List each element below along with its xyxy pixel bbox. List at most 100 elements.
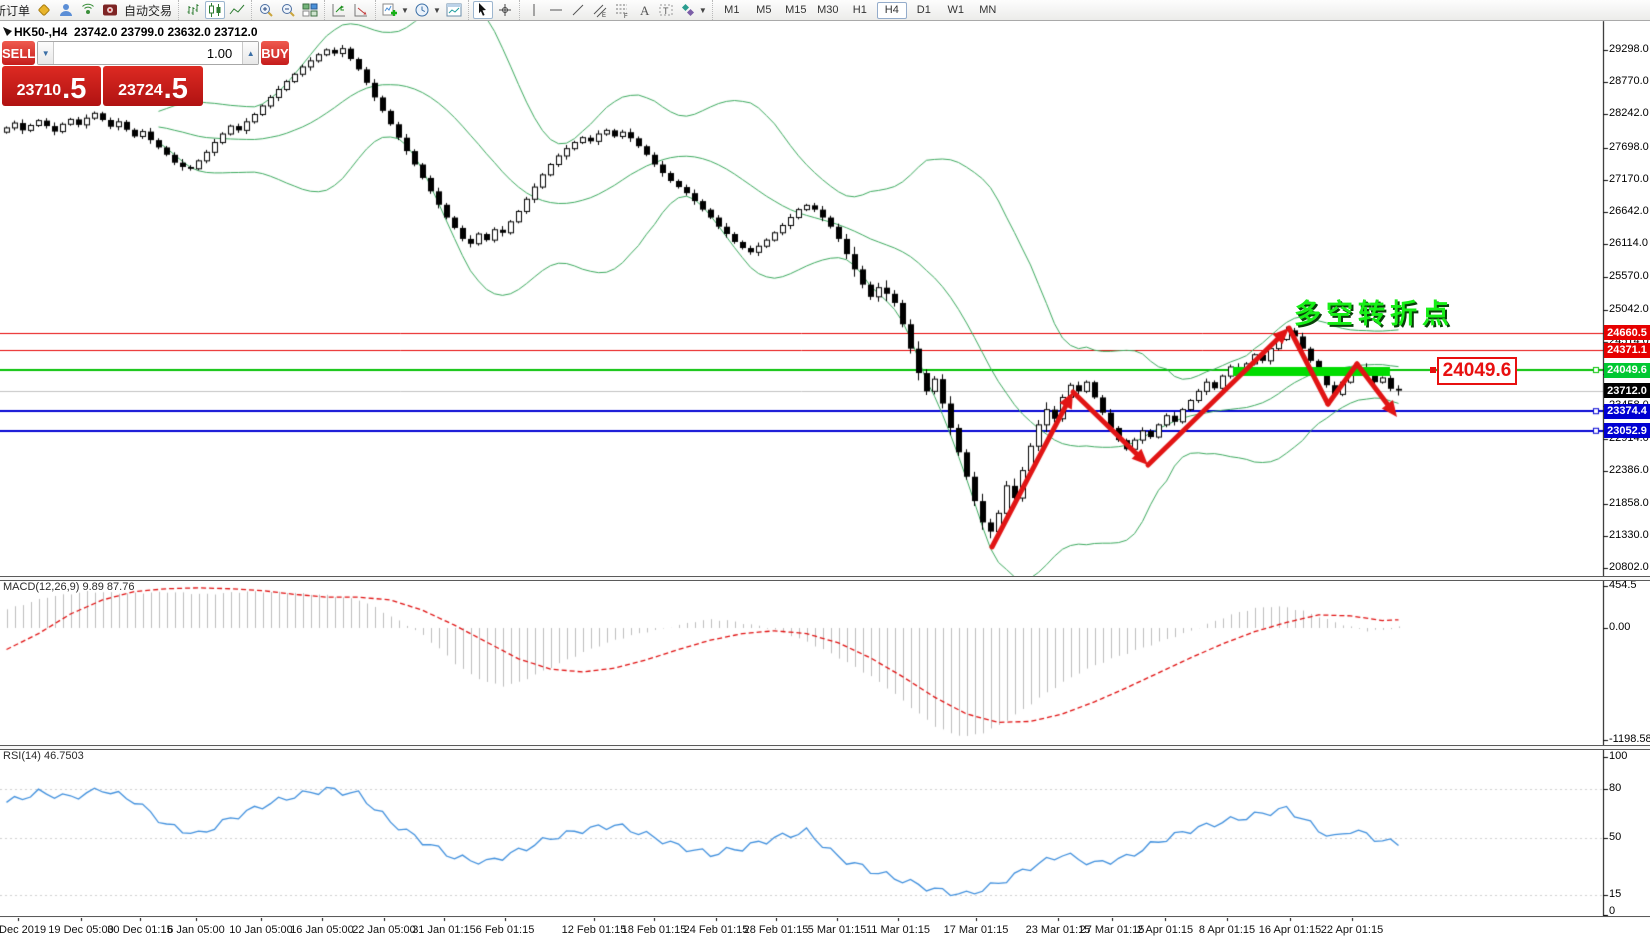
autotrading-button[interactable]: 自动交易 <box>124 3 173 18</box>
text-icon[interactable]: A <box>634 1 654 19</box>
x-axis-label: 24 Feb 01:15 <box>683 924 749 936</box>
profile-user-icon[interactable] <box>56 1 76 19</box>
buy-price-box[interactable]: 23724 .5 <box>103 66 203 106</box>
fibonacci-icon[interactable]: F <box>612 1 632 19</box>
tf-M30[interactable]: M30 <box>817 4 839 16</box>
tf-MN[interactable]: MN <box>979 4 997 16</box>
x-axis-label: 18 Feb 01:15 <box>621 924 687 936</box>
panel-separator <box>0 916 1650 918</box>
volume-decrease-button[interactable]: ▼ <box>38 42 55 64</box>
rsi-scale-label: 0 <box>1609 905 1616 917</box>
y-axis-label: 25042.0 <box>1609 302 1649 315</box>
y-axis-label: 26642.0 <box>1609 204 1649 217</box>
trendline-icon[interactable] <box>568 1 588 19</box>
horizontal-line-icon[interactable] <box>546 1 566 19</box>
tf-H4[interactable]: H4 <box>876 1 907 19</box>
chart-title: HK50-,H4 23742.0 23799.0 23632.0 23712.0 <box>14 25 258 39</box>
volume-increase-button[interactable]: ▲ <box>242 42 259 64</box>
x-axis-label: 27 Mar 01:15 <box>1079 924 1145 936</box>
y-axis-label: 20802.0 <box>1609 561 1649 574</box>
x-axis-label: 11 Mar 01:15 <box>865 924 931 936</box>
macd-scale-label: -1198.58 <box>1609 732 1650 745</box>
arrows-shapes-icon[interactable] <box>678 1 698 19</box>
cursor-icon[interactable] <box>472 1 493 19</box>
period-dropdown-icon[interactable]: ▼ <box>432 5 441 15</box>
y-axis-label: 26114.0 <box>1609 237 1648 250</box>
buy-price-main: 23724 <box>118 82 163 99</box>
volume-input[interactable] <box>54 42 243 64</box>
buy-price-frac: .5 <box>163 73 188 105</box>
tf-M1[interactable]: M1 <box>724 4 740 16</box>
line-chart-icon[interactable] <box>227 1 247 19</box>
annotation-text[interactable]: 多空转折点 <box>1294 299 1454 329</box>
sell-price-frac: .5 <box>62 73 87 105</box>
panel-separator[interactable] <box>0 576 1650 581</box>
x-axis-label: 6 Feb 01:15 <box>475 924 535 936</box>
y-axis-label: 28770.0 <box>1609 75 1649 88</box>
crosshair-icon[interactable] <box>495 1 515 19</box>
x-axis-label: 3 Dec 2019 <box>0 924 47 936</box>
candlestick-chart-icon[interactable] <box>205 1 226 19</box>
template-chart-icon[interactable] <box>444 1 464 19</box>
price-badge-24371.1: 24371.1 <box>1604 342 1650 358</box>
sell-price-box[interactable]: 23710 .5 <box>2 66 101 106</box>
rsi-scale-label: 80 <box>1609 782 1622 795</box>
x-axis-label: 2 Apr 01:15 <box>1136 924 1194 936</box>
y-axis-label: 22386.0 <box>1609 464 1649 477</box>
zoom-out-icon[interactable] <box>278 1 298 19</box>
shapes-dropdown-icon[interactable]: ▼ <box>698 5 707 15</box>
macd-scale-label: 0.00 <box>1609 621 1631 633</box>
y-axis-label: 29298.0 <box>1609 43 1649 55</box>
x-axis-label: 16 Apr 01:15 <box>1258 924 1322 936</box>
rsi-scale-label: 100 <box>1609 750 1628 762</box>
tf-M15[interactable]: M15 <box>785 4 807 16</box>
equidistant-channel-icon[interactable]: E <box>590 1 610 19</box>
one-click-trading-panel: SELL ▼ ▲ BUY 23710 .5 23724 .5 <box>2 41 289 106</box>
x-axis-label: 28 Feb 01:15 <box>743 924 809 936</box>
bar-chart-icon[interactable] <box>183 1 203 19</box>
tf-H1[interactable]: H1 <box>852 4 867 16</box>
tf-M5[interactable]: M5 <box>756 4 772 16</box>
buy-button[interactable]: BUY <box>261 41 289 65</box>
signal-broadcast-icon[interactable] <box>78 1 98 19</box>
price-callout-label[interactable]: 24049.6 <box>1437 357 1517 385</box>
vertical-line-icon[interactable] <box>524 1 544 19</box>
y-axis-label: 21330.0 <box>1609 528 1649 541</box>
tile-windows-icon[interactable] <box>300 1 320 19</box>
x-axis-label: 12 Feb 01:15 <box>561 924 627 936</box>
chart-shift-icon[interactable] <box>329 1 349 19</box>
sell-button[interactable]: SELL <box>2 41 36 65</box>
volume-stepper: ▼ ▲ <box>37 41 260 65</box>
rsi-label: RSI(14) 46.7503 <box>3 750 84 762</box>
x-axis-label: 10 Jan 05:00 <box>229 924 293 936</box>
x-axis-label: 22 Apr 01:15 <box>1320 924 1384 936</box>
x-axis-label: 22 Jan 05:00 <box>352 924 416 936</box>
panel-separator[interactable] <box>0 745 1650 750</box>
price-badge-23052.9: 23052.9 <box>1604 423 1650 439</box>
price-badge-23374.4: 23374.4 <box>1604 403 1650 419</box>
timeframe-group: M1 M5 M15 M30 H1 H4 D1 W1 MN <box>711 0 1007 20</box>
text-label-icon[interactable]: T <box>656 1 676 19</box>
new-chart-icon[interactable] <box>380 1 400 19</box>
macd-label: MACD(12,26,9) 9.89 87.76 <box>3 581 135 593</box>
toolbar: 新订单 自动交易 <box>0 0 1650 21</box>
x-axis-label: 8 Apr 01:15 <box>1198 924 1256 936</box>
new-chart-dropdown-icon[interactable]: ▼ <box>401 5 409 15</box>
rsi-scale-label: 15 <box>1609 887 1622 900</box>
svg-text:F: F <box>624 14 628 18</box>
y-axis-label: 25570.0 <box>1609 270 1649 283</box>
tf-D1[interactable]: D1 <box>916 4 931 16</box>
zoom-in-icon[interactable] <box>256 1 276 19</box>
new-order-button[interactable]: 新订单 <box>0 3 31 18</box>
y-axis-label: 21858.0 <box>1609 496 1649 509</box>
price-badge-24049.6: 24049.6 <box>1604 362 1650 378</box>
autotrading-icon[interactable] <box>100 1 120 19</box>
tf-W1[interactable]: W1 <box>947 4 965 16</box>
period-clock-icon[interactable] <box>412 1 432 19</box>
history-tag-icon[interactable] <box>34 1 54 19</box>
y-axis-label: 28242.0 <box>1609 107 1649 120</box>
x-axis-label: 23 Mar 01:15 <box>1025 924 1091 936</box>
autoscroll-icon[interactable] <box>351 1 371 19</box>
